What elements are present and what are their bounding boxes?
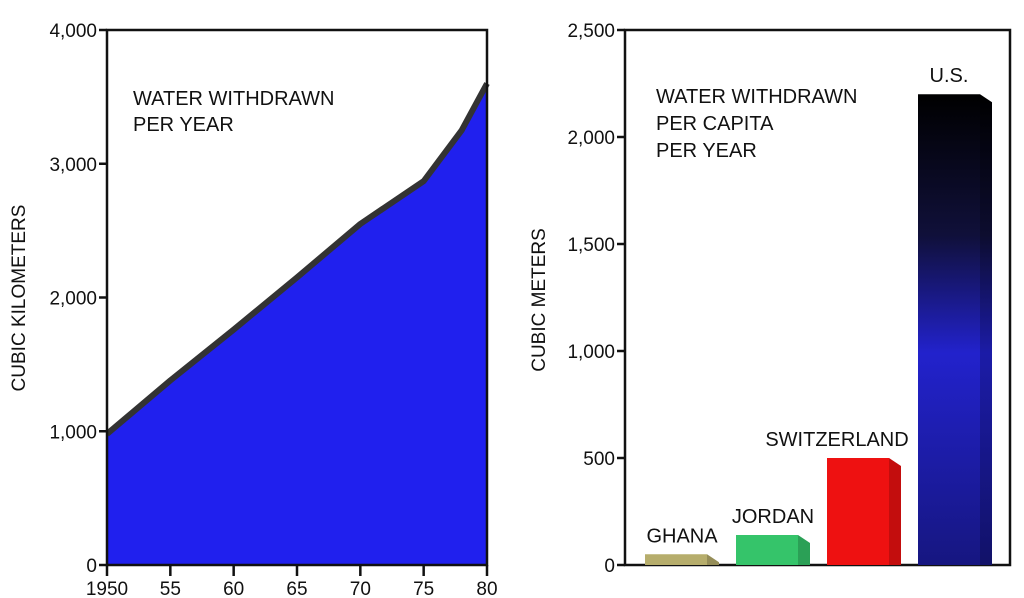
y-tick-label: 1,000 [567, 342, 615, 363]
bar-ghana [645, 554, 719, 565]
bar-label: SWITZERLAND [765, 429, 908, 451]
bar-side-shade [889, 458, 901, 565]
x-tick-label: 65 [286, 579, 307, 598]
y-tick-label: 2,500 [567, 21, 615, 42]
x-tick-label: 60 [223, 579, 244, 598]
x-tick-label: 1950 [86, 579, 128, 598]
annotation-line: PER YEAR [133, 114, 234, 136]
y-axis-label: CUBIC METERS [529, 228, 550, 372]
x-tick-label: 80 [476, 579, 497, 598]
x-tick-label: 75 [413, 579, 434, 598]
bar-switzerland [827, 458, 901, 565]
x-tick-label: 55 [160, 579, 181, 598]
y-tick-label: 3,000 [49, 155, 97, 176]
y-axis-label: CUBIC KILOMETERS [9, 205, 30, 392]
x-tick-label: 70 [350, 579, 371, 598]
y-tick-label: 4,000 [49, 21, 97, 42]
y-tick-label: 1,500 [567, 235, 615, 256]
bar-side-shade [707, 554, 719, 565]
left-chart-water-withdrawn: 0 1,000 2,000 3,000 4,000 1950 55 60 65 70 75 80 CUB… [9, 21, 498, 598]
bar-label: U.S. [930, 65, 969, 87]
bar-us [918, 94, 992, 565]
annotation-line: WATER WITHDRAWN [656, 86, 857, 108]
y-tick-label: 0 [604, 556, 615, 577]
bar-side-shade [980, 94, 992, 565]
y-tick-label: 500 [583, 449, 615, 470]
annotation-line: PER CAPITA [656, 113, 774, 135]
bar-jordan [736, 535, 810, 565]
y-tick-label: 0 [86, 556, 97, 577]
bar-label: GHANA [646, 525, 718, 547]
annotation-line: WATER WITHDRAWN [133, 88, 334, 110]
bar-label: JORDAN [732, 506, 814, 528]
right-chart-per-capita: 0 500 1,000 1,500 2,000 2,500 GHANA JORDAN SWITZ… [529, 21, 1012, 577]
area-edge-line [105, 82, 490, 437]
y-tick-label: 2,000 [567, 128, 615, 149]
bar-side-shade [798, 535, 810, 565]
area-fill [107, 83, 487, 565]
y-tick-label: 2,000 [49, 289, 97, 310]
y-tick-label: 1,000 [49, 422, 97, 443]
plot-frame [623, 28, 1012, 567]
annotation-line: PER YEAR [656, 140, 757, 162]
